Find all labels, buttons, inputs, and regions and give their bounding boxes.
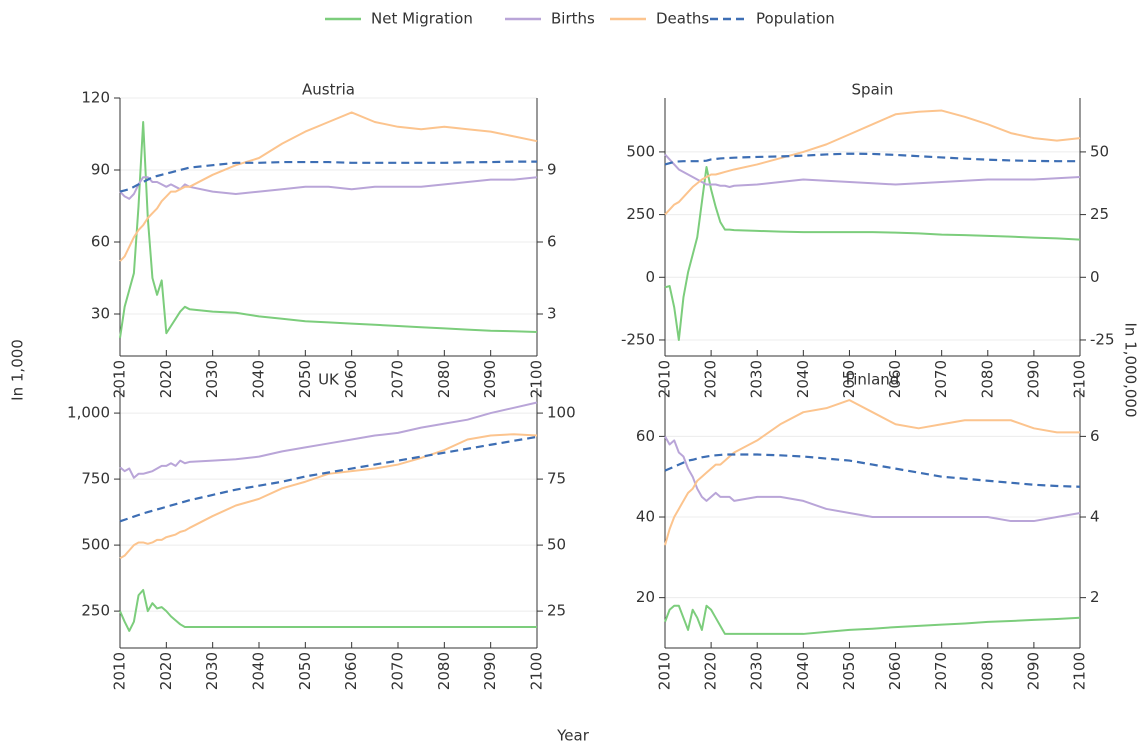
y2-tick-label: -25 <box>1090 330 1115 348</box>
x-tick-label: 2100 <box>1071 360 1089 398</box>
x-tick-label: 2030 <box>748 360 766 398</box>
legend-label: Births <box>551 10 595 28</box>
series-line <box>119 160 537 193</box>
x-tick-label: 2080 <box>435 360 453 398</box>
x-tick-label: 2010 <box>656 360 674 398</box>
x-tick-label: 2050 <box>296 652 314 690</box>
x-tick-label: 2060 <box>342 360 360 398</box>
y2-tick-label: 25 <box>547 602 566 620</box>
series-line <box>664 399 1080 546</box>
x-tick-label: 2030 <box>203 652 221 690</box>
y-tick-label: 250 <box>626 205 655 223</box>
x-tick-label: 2070 <box>932 652 950 690</box>
x-tick-label: 2070 <box>389 652 407 690</box>
x-tick-label: 2090 <box>481 652 499 690</box>
x-tick-label: 2080 <box>435 652 453 690</box>
x-tick-label: 2040 <box>794 652 812 690</box>
series-line <box>119 588 537 632</box>
y-tick-label: 500 <box>81 536 110 554</box>
x-tick-label: 2020 <box>702 652 720 690</box>
y-tick-label: 20 <box>636 588 655 606</box>
series-line <box>664 435 1081 523</box>
series-line <box>664 153 1081 189</box>
x-tick-label: 2020 <box>157 360 175 398</box>
x-tick-label: 2060 <box>886 652 904 690</box>
x-tick-label: 2100 <box>528 652 546 690</box>
y2-axis-label: In 1,000,000 <box>1122 322 1140 417</box>
series-line <box>119 435 538 523</box>
x-axis-label: Year <box>556 727 590 745</box>
y-tick-label: 1,000 <box>67 404 110 422</box>
y2-tick-label: 9 <box>547 161 557 179</box>
y2-tick-label: 50 <box>1090 142 1109 160</box>
series-line <box>119 401 538 479</box>
panel-title: Austria <box>302 81 355 99</box>
x-tick-label: 2010 <box>111 360 129 398</box>
x-tick-label: 2090 <box>1024 652 1042 690</box>
x-tick-label: 2050 <box>840 360 858 398</box>
y-tick-label: -250 <box>621 330 655 348</box>
panel-title: UK <box>318 371 340 389</box>
x-tick-label: 2050 <box>840 652 858 690</box>
x-tick-label: 2080 <box>978 360 996 398</box>
series-line <box>664 453 1081 488</box>
y-tick-label: 60 <box>636 427 655 445</box>
y2-tick-label: 6 <box>1090 427 1100 445</box>
series-line <box>119 433 538 560</box>
y-tick-label: 0 <box>645 268 655 286</box>
x-tick-label: 2010 <box>111 652 129 690</box>
y-tick-label: 120 <box>81 89 110 107</box>
series-line <box>664 152 1080 166</box>
series-line <box>119 121 538 339</box>
series-line <box>664 165 1081 341</box>
x-tick-label: 2010 <box>656 652 674 690</box>
y-tick-label: 750 <box>81 470 110 488</box>
x-tick-label: 2040 <box>794 360 812 398</box>
y2-tick-label: 25 <box>1090 205 1109 223</box>
y-axis-label: In 1,000 <box>9 339 27 401</box>
panel-title: Finland <box>846 371 900 389</box>
x-tick-label: 2050 <box>296 360 314 398</box>
x-tick-label: 2090 <box>1024 360 1042 398</box>
legend-label: Net Migration <box>371 10 473 28</box>
y-tick-label: 250 <box>81 602 110 620</box>
y-tick-label: 500 <box>626 142 655 160</box>
x-tick-label: 2030 <box>203 360 221 398</box>
y2-tick-label: 4 <box>1090 508 1100 526</box>
legend-label: Deaths <box>656 10 709 28</box>
y-tick-label: 40 <box>636 508 655 526</box>
legend-label: Population <box>756 10 835 28</box>
panel-title: Spain <box>852 81 894 99</box>
x-tick-label: 2070 <box>932 360 950 398</box>
y2-tick-label: 0 <box>1090 268 1100 286</box>
x-tick-label: 2070 <box>389 360 407 398</box>
y2-tick-label: 3 <box>547 305 557 323</box>
y-tick-label: 60 <box>91 233 110 251</box>
y2-tick-label: 75 <box>547 470 566 488</box>
y-tick-label: 30 <box>91 305 110 323</box>
x-tick-label: 2040 <box>250 360 268 398</box>
x-tick-label: 2100 <box>1071 652 1089 690</box>
x-tick-label: 2100 <box>528 360 546 398</box>
y2-tick-label: 2 <box>1090 588 1100 606</box>
x-tick-label: 2040 <box>250 652 268 690</box>
series-line <box>664 604 1081 635</box>
x-tick-label: 2030 <box>748 652 766 690</box>
y-tick-label: 90 <box>91 161 110 179</box>
series-line <box>664 109 1081 216</box>
y2-tick-label: 100 <box>547 404 576 422</box>
x-tick-label: 2020 <box>157 652 175 690</box>
y2-tick-label: 6 <box>547 233 557 251</box>
series-line <box>119 111 538 262</box>
y2-tick-label: 50 <box>547 536 566 554</box>
x-tick-label: 2060 <box>342 652 360 690</box>
x-tick-label: 2090 <box>481 360 499 398</box>
x-tick-label: 2080 <box>978 652 996 690</box>
x-tick-label: 2020 <box>702 360 720 398</box>
x-tick-label: 2060 <box>886 360 904 398</box>
